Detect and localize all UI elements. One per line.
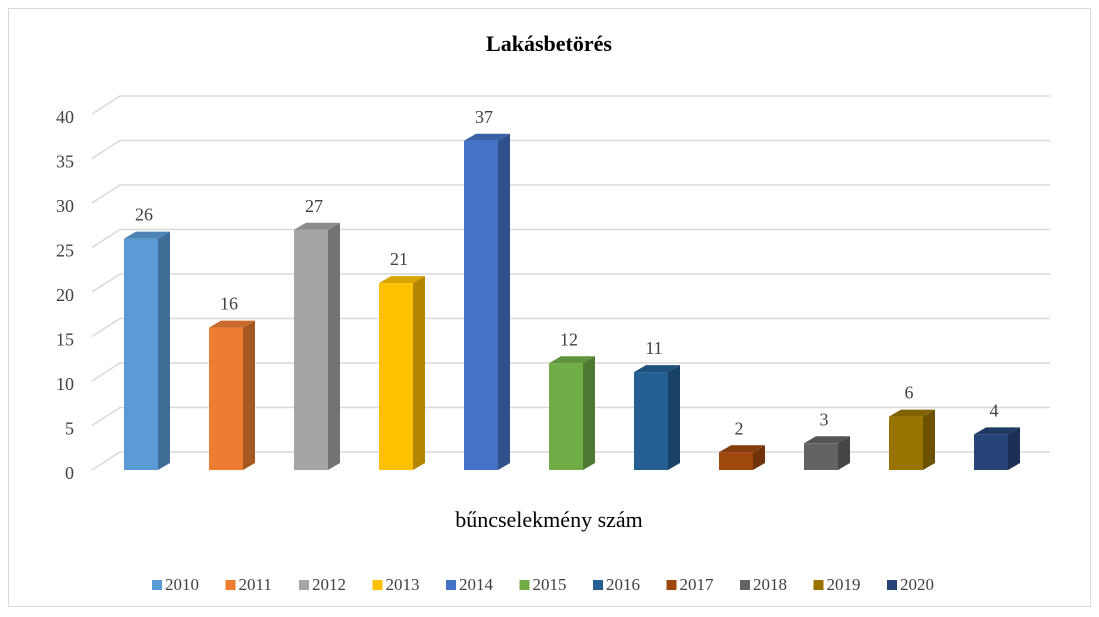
bar-side xyxy=(923,409,935,470)
bar-side xyxy=(498,133,510,470)
y-tick-label: 35 xyxy=(56,152,74,172)
bar-top xyxy=(209,320,255,328)
y-tick-label: 10 xyxy=(56,374,74,394)
y-tick-label: 20 xyxy=(56,285,74,305)
bar-side xyxy=(583,356,595,470)
legend-swatch xyxy=(299,580,309,590)
y-tick-label: 15 xyxy=(56,330,74,350)
legend-swatch xyxy=(446,580,456,590)
bar xyxy=(719,452,753,470)
legend-label: 2011 xyxy=(239,575,272,594)
legend-label: 2020 xyxy=(900,575,934,594)
bar-top xyxy=(294,222,340,230)
bar-side xyxy=(668,365,680,470)
bar-top xyxy=(974,427,1020,435)
data-label: 26 xyxy=(135,205,153,225)
bar xyxy=(634,372,668,470)
legend-swatch xyxy=(372,580,383,590)
bar-side xyxy=(753,445,765,470)
bar-side xyxy=(158,231,170,470)
legend-label: 2018 xyxy=(753,575,787,594)
bar xyxy=(209,327,243,470)
x-axis-category: bűncselekmény szám xyxy=(455,507,643,532)
data-label: 37 xyxy=(475,107,493,127)
bar xyxy=(379,283,413,470)
bar-top xyxy=(804,436,850,444)
data-label: 3 xyxy=(820,409,829,429)
y-tick-label: 25 xyxy=(56,241,74,261)
data-label: 16 xyxy=(220,294,238,314)
data-label: 11 xyxy=(645,338,662,358)
data-label: 4 xyxy=(990,401,999,421)
grid-line xyxy=(91,228,1050,249)
legend-swatch xyxy=(225,580,236,590)
bar xyxy=(974,434,1008,470)
bar xyxy=(124,238,158,470)
chart-border xyxy=(8,8,1091,607)
y-tick-label: 30 xyxy=(56,196,74,216)
legend-swatch xyxy=(519,580,530,590)
bar-top xyxy=(634,365,680,373)
legend-label: 2015 xyxy=(533,575,567,594)
grid-line xyxy=(91,406,1050,427)
y-tick-label: 0 xyxy=(65,463,74,483)
grid-line xyxy=(91,184,1050,204)
bar xyxy=(294,229,328,470)
grid-line xyxy=(91,362,1050,382)
legend-label: 2016 xyxy=(606,575,640,594)
bar xyxy=(804,443,838,470)
legend-swatch xyxy=(593,580,603,590)
bar xyxy=(889,416,923,470)
bar-side xyxy=(413,276,425,470)
bar-side xyxy=(838,436,850,470)
grid-line xyxy=(91,95,1050,115)
bar-side xyxy=(243,320,255,470)
y-tick-label: 40 xyxy=(56,107,74,127)
grid-line xyxy=(91,139,1050,160)
legend-label: 2012 xyxy=(312,575,346,594)
bar-top xyxy=(379,276,425,284)
data-label: 6 xyxy=(905,383,914,403)
bar-top xyxy=(889,409,935,417)
grid-line xyxy=(91,317,1050,338)
legend-swatch xyxy=(813,580,824,590)
legend-label: 2014 xyxy=(459,575,494,594)
chart-title: Lakásbetörés xyxy=(486,31,612,56)
bar-top xyxy=(464,133,510,141)
bar-side xyxy=(1008,427,1020,470)
grid-line xyxy=(91,273,1050,293)
data-label: 27 xyxy=(305,196,323,216)
data-label: 21 xyxy=(390,249,408,269)
bar-top xyxy=(719,445,765,453)
legend-label: 2010 xyxy=(165,575,199,594)
data-label: 12 xyxy=(560,329,578,349)
legend-swatch xyxy=(666,580,677,590)
legend-swatch xyxy=(152,580,162,590)
legend-label: 2013 xyxy=(386,575,420,594)
bar-side xyxy=(328,222,340,470)
bar xyxy=(464,140,498,470)
legend-label: 2017 xyxy=(680,575,715,594)
bar xyxy=(549,363,583,470)
bar-top xyxy=(124,231,170,239)
legend-swatch xyxy=(740,580,750,590)
y-tick-label: 5 xyxy=(65,419,74,439)
bar-top xyxy=(549,356,595,364)
data-label: 2 xyxy=(735,418,744,438)
legend-swatch xyxy=(887,580,897,590)
legend-label: 2019 xyxy=(827,575,861,594)
